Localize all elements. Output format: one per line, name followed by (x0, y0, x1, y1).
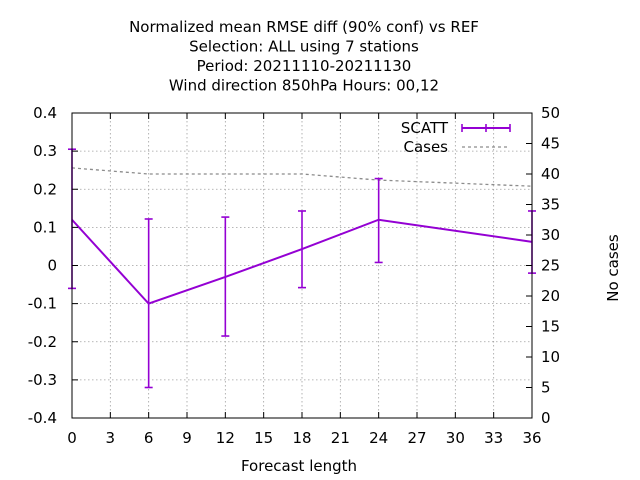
y2-axis-label: No cases (604, 234, 622, 302)
y-tick-label: -0.1 (28, 295, 57, 313)
scatt-point (221, 216, 230, 337)
scatt-series (68, 148, 536, 389)
x-tick-label: 36 (522, 429, 541, 447)
legend-label-scatt: SCATT (401, 119, 449, 137)
title-line-4: Wind direction 850hPa Hours: 00,12 (169, 77, 439, 95)
x-tick-label: 27 (407, 429, 426, 447)
y-tick-label: 0.1 (33, 218, 57, 236)
title-line-1: Normalized mean RMSE diff (90% conf) vs … (129, 18, 479, 36)
scatt-point (144, 218, 153, 389)
legend-label-cases: Cases (403, 138, 448, 156)
x-tick-label: 33 (484, 429, 503, 447)
y2-tick-label: 40 (541, 165, 560, 183)
y-tick-label: 0.3 (33, 142, 57, 160)
y2-tick-label: 20 (541, 287, 560, 305)
y2-tick-label: 25 (541, 257, 560, 275)
y2-tick-label: 15 (541, 318, 560, 336)
y2-tick-label: 30 (541, 226, 560, 244)
x-tick-label: 18 (292, 429, 311, 447)
y-tick-label: -0.3 (28, 371, 57, 389)
y2-tick-label: 10 (541, 348, 560, 366)
x-axis-label: Forecast length (241, 457, 357, 475)
scatt-line (71, 218, 533, 305)
cases-series (71, 167, 533, 187)
title-line-2: Selection: ALL using 7 stations (189, 38, 419, 56)
y2-tick-label: 0 (541, 409, 551, 427)
cases-line (71, 167, 533, 187)
chart-title: Normalized mean RMSE diff (90% conf) vs … (129, 18, 479, 95)
y2-tick-label: 35 (541, 196, 560, 214)
y-tick-label: 0 (47, 257, 57, 275)
x-tick-label: 6 (144, 429, 154, 447)
axis-ticks: 0 3 6 9 12 15 18 21 24 27 30 33 36-0.4-0.3-0.2-0.100… (28, 104, 560, 447)
scatt-point (298, 210, 306, 289)
y2-tick-label: 50 (541, 104, 560, 122)
y2-tick-label: 5 (541, 379, 551, 397)
x-tick-label: 3 (106, 429, 116, 447)
x-tick-label: 21 (331, 429, 350, 447)
x-tick-label: 12 (216, 429, 235, 447)
y-tick-label: -0.4 (28, 409, 57, 427)
x-tick-label: 9 (182, 429, 192, 447)
scatt-point (374, 177, 383, 264)
x-tick-label: 24 (369, 429, 388, 447)
x-tick-label: 30 (446, 429, 465, 447)
x-tick-label: 15 (254, 429, 273, 447)
y-tick-label: 0.4 (33, 104, 57, 122)
title-line-3: Period: 20211110-20211130 (197, 57, 412, 75)
y2-tick-label: 45 (541, 135, 560, 153)
y-tick-label: 0.2 (33, 180, 57, 198)
x-tick-label: 0 (67, 429, 77, 447)
y-tick-label: -0.2 (28, 333, 57, 351)
